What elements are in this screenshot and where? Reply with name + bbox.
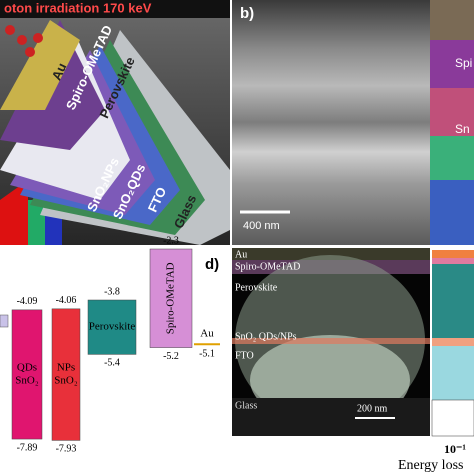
- energy-band: [51, 308, 81, 441]
- title-band: [0, 0, 230, 18]
- energy-band: [149, 248, 193, 348]
- panel-c: -4.09-7.89QDsSnO₂-4.06-7.93NPsSnO₂-3.8-5…: [0, 235, 220, 455]
- profile-sno2: [432, 338, 474, 346]
- profile-perovskite: [432, 264, 474, 338]
- level-value: -5.4: [104, 358, 120, 369]
- material-label: SnO₂: [54, 375, 78, 387]
- level-value: -5.1: [199, 348, 215, 359]
- panel-label: b): [240, 5, 254, 22]
- proton: [33, 33, 43, 43]
- material-label: Au: [200, 328, 214, 340]
- cropped-level: [0, 314, 9, 328]
- level-value: -4.06: [56, 295, 77, 306]
- sim-au: [232, 248, 430, 260]
- layer-label: Au: [49, 60, 70, 82]
- material-label: QDs: [17, 361, 37, 373]
- energy-band: [87, 299, 137, 355]
- scale-bar-label: 200 nm: [357, 403, 388, 414]
- layer-label: Glass: [235, 400, 257, 411]
- panel-d: d) 200 nm 10⁻¹ Energy loss: [205, 248, 474, 473]
- layer-label: Spiro-OMeTAD: [235, 261, 300, 272]
- layer-label: Au: [235, 249, 247, 260]
- level-value: -7.93: [56, 444, 77, 455]
- material-label: Perovskite: [89, 321, 136, 333]
- material-label: Spiro-OMeTAD: [165, 262, 177, 334]
- proton: [17, 35, 27, 45]
- overlay-label: Sn: [455, 122, 470, 136]
- overlay-fto: [430, 180, 474, 245]
- level-value: -5.2: [163, 351, 179, 362]
- panel-label: d): [205, 256, 219, 273]
- proton: [25, 47, 35, 57]
- overlay-spiro: [430, 40, 474, 88]
- overlay-label: Spi: [455, 56, 472, 70]
- layer-label: SnO₂ QDs/NPs: [235, 331, 297, 342]
- overlay-sno2: [430, 136, 474, 180]
- panel-a-title: oton irradiation 170 keV: [4, 0, 152, 15]
- level-value: -4.09: [17, 296, 38, 307]
- axis-label: Energy loss: [398, 458, 463, 473]
- material-label: NPs: [57, 362, 75, 374]
- level-value: -7.89: [17, 442, 38, 453]
- panel-a: oton irradiation 170 keV: [0, 0, 230, 245]
- panel-b: b) 400 nm Spi Sn: [232, 0, 474, 245]
- profile-spiro: [432, 258, 474, 264]
- overlay-perovskite: [430, 88, 474, 136]
- level-value: -3.8: [104, 286, 120, 297]
- beam-green: [28, 200, 45, 245]
- overlay-au: [430, 0, 474, 40]
- scale-bar-label: 400 nm: [243, 220, 280, 232]
- energy-band: [11, 309, 43, 440]
- sim-glass: [232, 398, 430, 436]
- profile-glass: [431, 399, 474, 437]
- layer-label: Perovskite: [235, 282, 278, 293]
- beam-red: [0, 180, 28, 245]
- material-label: SnO₂: [15, 374, 39, 386]
- profile-au: [432, 250, 474, 258]
- sim-sno2: [232, 338, 430, 344]
- layer-au: [0, 20, 80, 110]
- axis-tick-label: 10⁻¹: [444, 442, 466, 456]
- profile-fto: [432, 346, 474, 400]
- layer-label: FTO: [235, 350, 254, 361]
- level-value: -2.3: [163, 235, 179, 246]
- proton: [5, 25, 15, 35]
